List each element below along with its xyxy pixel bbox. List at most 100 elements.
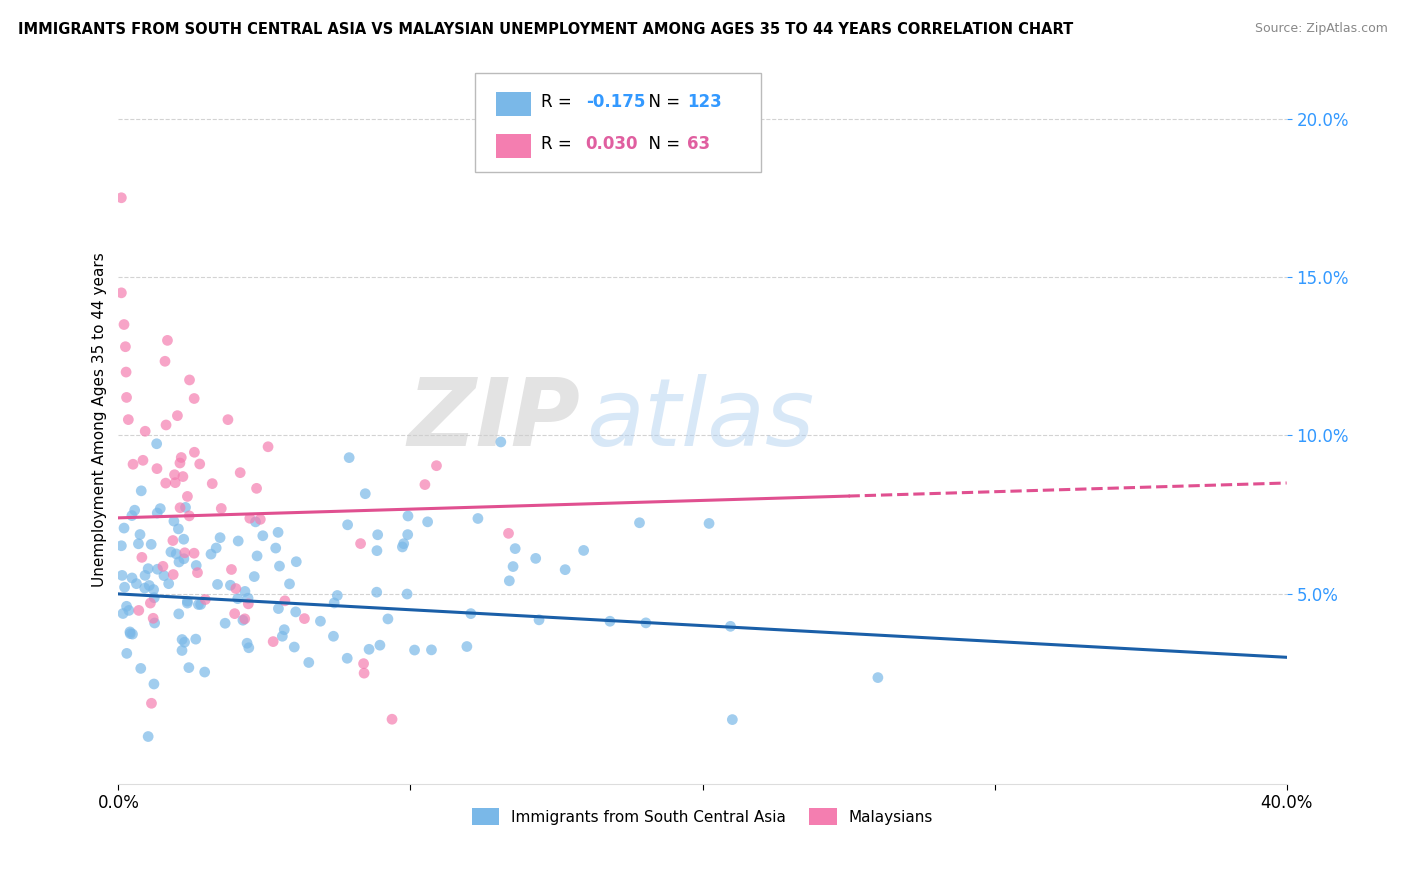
Legend: Immigrants from South Central Asia, Malaysians: Immigrants from South Central Asia, Mala… xyxy=(465,802,939,831)
Point xyxy=(169,500,191,515)
Point xyxy=(396,587,419,601)
Point xyxy=(221,562,243,576)
Point xyxy=(326,589,349,603)
Point xyxy=(392,537,415,551)
Point xyxy=(152,559,174,574)
Point xyxy=(225,582,247,596)
Point xyxy=(163,514,186,528)
Point xyxy=(166,409,188,423)
Point xyxy=(136,562,159,576)
Point xyxy=(184,632,207,647)
Point xyxy=(245,481,267,495)
Point xyxy=(416,515,439,529)
Point xyxy=(337,450,360,465)
Point xyxy=(285,555,308,569)
Point xyxy=(141,696,163,710)
Point xyxy=(160,545,183,559)
Point xyxy=(138,578,160,592)
Point xyxy=(174,500,197,515)
Point xyxy=(353,666,375,681)
Bar xyxy=(496,135,531,158)
Point xyxy=(498,526,520,541)
Point xyxy=(359,642,381,657)
Point xyxy=(252,529,274,543)
Point xyxy=(396,508,419,523)
Point xyxy=(176,594,198,608)
Point xyxy=(420,643,443,657)
Point xyxy=(173,551,195,566)
Point xyxy=(377,612,399,626)
Point xyxy=(498,574,520,588)
Text: 123: 123 xyxy=(688,93,723,111)
Point xyxy=(142,677,165,691)
Point xyxy=(404,643,426,657)
Point xyxy=(194,665,217,679)
Point xyxy=(200,547,222,561)
Point xyxy=(129,661,152,675)
Point xyxy=(243,569,266,583)
Point xyxy=(134,424,156,438)
Point xyxy=(209,531,232,545)
Point xyxy=(278,577,301,591)
Point xyxy=(146,506,169,520)
Point xyxy=(128,603,150,617)
Point xyxy=(167,555,190,569)
Point xyxy=(117,412,139,426)
Point xyxy=(115,599,138,614)
Point xyxy=(217,412,239,426)
Point xyxy=(294,611,316,625)
Point xyxy=(110,191,132,205)
Point xyxy=(146,562,169,576)
Point xyxy=(186,566,208,580)
Point xyxy=(238,597,260,611)
Point xyxy=(232,613,254,627)
Point xyxy=(502,559,524,574)
Point xyxy=(273,623,295,637)
Bar xyxy=(496,93,531,116)
Point xyxy=(183,546,205,560)
Point xyxy=(323,596,346,610)
Point xyxy=(172,632,194,647)
Point xyxy=(170,643,193,657)
Point xyxy=(721,713,744,727)
Point xyxy=(264,541,287,555)
Point xyxy=(149,501,172,516)
Point xyxy=(114,340,136,354)
Text: ZIP: ZIP xyxy=(406,374,579,466)
Point xyxy=(172,469,194,483)
Point xyxy=(194,592,217,607)
Point xyxy=(271,629,294,643)
Point xyxy=(309,614,332,628)
Point xyxy=(233,612,256,626)
Point xyxy=(413,477,436,491)
Point xyxy=(366,585,388,599)
Point xyxy=(366,543,388,558)
Point xyxy=(233,584,256,599)
Point xyxy=(112,521,135,535)
Point xyxy=(110,285,132,300)
Point xyxy=(527,613,550,627)
Point xyxy=(142,582,165,597)
Text: R =: R = xyxy=(541,135,578,153)
Point xyxy=(142,611,165,625)
Point xyxy=(262,634,284,648)
Point xyxy=(207,577,229,591)
Point xyxy=(115,647,138,661)
Point xyxy=(283,640,305,654)
Point xyxy=(141,537,163,551)
Point xyxy=(176,596,198,610)
Point xyxy=(121,508,143,523)
Point xyxy=(219,578,242,592)
Point xyxy=(120,626,142,640)
Point xyxy=(134,568,156,582)
Point xyxy=(467,511,489,525)
Point xyxy=(391,540,413,554)
Text: atlas: atlas xyxy=(586,374,814,465)
Point xyxy=(167,522,190,536)
Point xyxy=(176,490,198,504)
Point xyxy=(226,591,249,606)
Text: R =: R = xyxy=(541,93,578,111)
Point xyxy=(572,543,595,558)
Point xyxy=(229,466,252,480)
Point xyxy=(162,533,184,548)
